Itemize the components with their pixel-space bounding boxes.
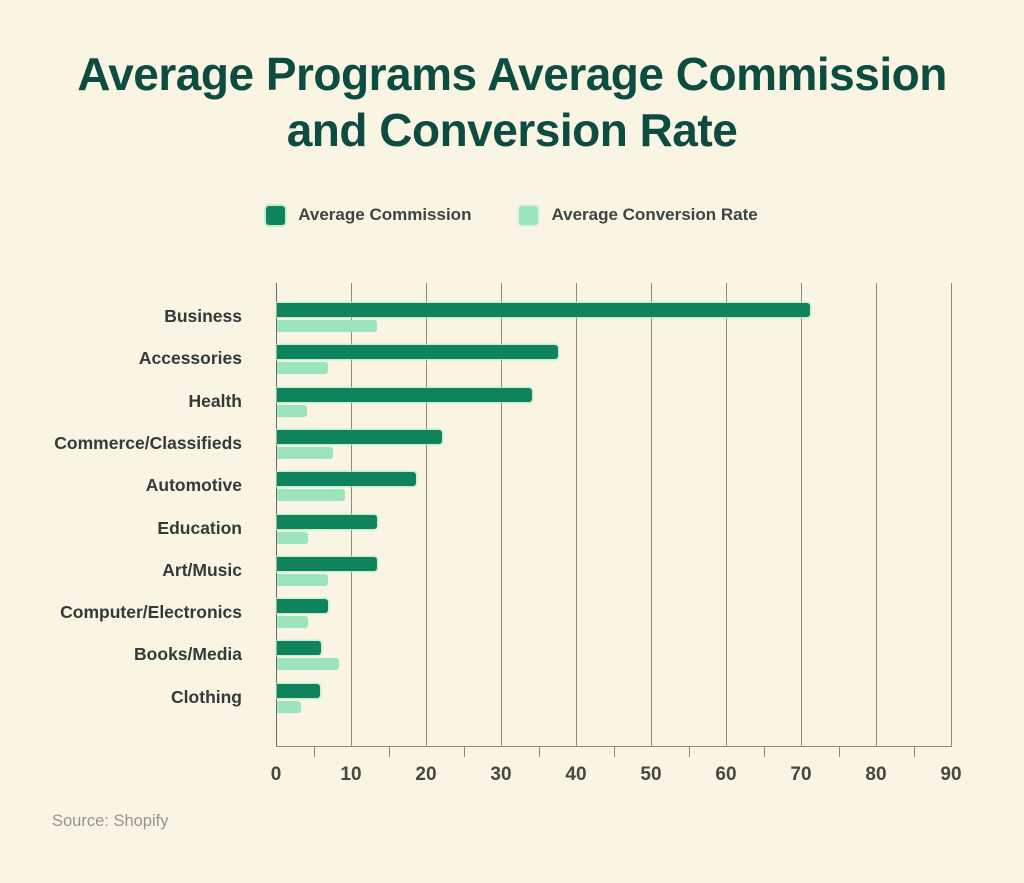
conversion-bar [277, 320, 377, 332]
chart-title: Average Programs Average Commission and … [0, 46, 1024, 158]
conversion-bar [277, 700, 301, 713]
conversion-bar [277, 658, 340, 671]
gridline [801, 283, 802, 746]
legend-item-conversion: Average Conversion Rate [519, 205, 758, 225]
x-tick-label: 70 [790, 764, 812, 785]
gridline [726, 283, 727, 746]
commission-bar [277, 599, 328, 614]
x-tick-label: 50 [640, 764, 662, 785]
commission-bar [277, 683, 320, 698]
gridline [951, 283, 952, 746]
legend-label-conversion: Average Conversion Rate [551, 205, 758, 224]
x-axis-minor-tick [913, 746, 915, 757]
x-axis-minor-tick [538, 746, 540, 757]
commission-bar [277, 514, 377, 529]
chart-title-line-2: and Conversion Rate [286, 104, 738, 156]
category-label: Clothing [171, 686, 242, 707]
legend-label-commission: Average Commission [298, 205, 472, 224]
gridline [576, 283, 577, 746]
x-tick-label: 60 [715, 764, 737, 785]
legend: Average Commission Average Conversion Ra… [0, 205, 1024, 225]
gridline [651, 283, 652, 746]
gridline [501, 283, 502, 746]
x-tick-label: 40 [565, 764, 587, 785]
x-axis-minor-tick [763, 746, 765, 757]
gridline [276, 283, 277, 746]
chart-title-line-1: Average Programs Average Commission [77, 48, 947, 100]
x-axis-minor-tick [463, 746, 465, 757]
commission-bar [277, 429, 442, 444]
category-label: Books/Media [134, 644, 242, 665]
x-axis-minor-tick [313, 746, 315, 757]
category-label: Commerce/Classifieds [54, 432, 242, 453]
legend-item-commission: Average Commission [266, 205, 471, 225]
category-label: Business [164, 306, 242, 326]
x-axis-minor-tick [613, 746, 615, 757]
x-tick-label: 20 [415, 764, 437, 785]
x-tick-label: 10 [340, 764, 362, 785]
commission-bar [277, 472, 416, 487]
commission-bar [277, 556, 377, 571]
conversion-swatch-icon [519, 205, 539, 225]
x-tick-label: 80 [865, 764, 887, 785]
commission-bar [277, 387, 532, 402]
commission-bar [277, 303, 810, 317]
category-label: Automotive [145, 475, 242, 496]
x-tick-label: 90 [940, 764, 962, 785]
conversion-bar [277, 531, 308, 544]
x-axis-minor-tick [388, 746, 390, 757]
category-label: Education [157, 517, 242, 538]
x-tick-label: 0 [270, 764, 282, 785]
conversion-bar [277, 573, 328, 586]
gridline [876, 283, 877, 746]
source-note: Source: Shopify [52, 812, 169, 830]
category-label: Computer/Electronics [60, 602, 242, 623]
gridline [426, 283, 427, 746]
commission-swatch-icon [266, 205, 286, 225]
x-axis-minor-tick [838, 746, 840, 757]
category-label: Art/Music [162, 559, 242, 580]
conversion-bar [277, 616, 308, 629]
commission-bar [277, 641, 322, 656]
x-tick-label: 30 [490, 764, 512, 785]
conversion-bar [277, 404, 307, 417]
conversion-bar [277, 362, 328, 375]
x-axis-minor-tick [688, 746, 690, 757]
category-label: Health [188, 390, 242, 411]
commission-bar [277, 345, 559, 360]
category-label: Accessories [138, 348, 242, 369]
conversion-bar [277, 446, 334, 459]
conversion-bar [277, 489, 346, 502]
